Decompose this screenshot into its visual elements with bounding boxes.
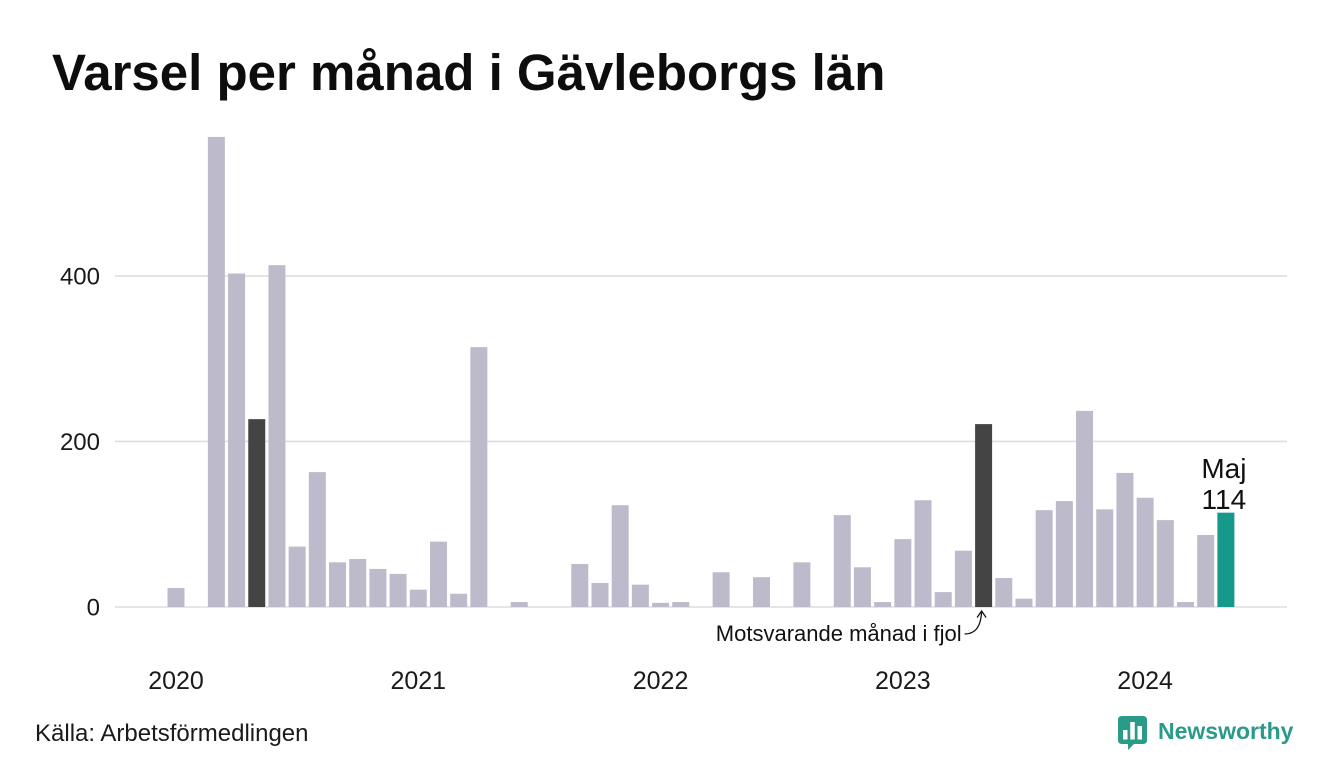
bar: [389, 573, 407, 607]
bar: [1116, 472, 1134, 607]
logo-bar: [1130, 722, 1135, 740]
bar: [1015, 598, 1033, 607]
bar: [934, 592, 952, 607]
bar: [429, 541, 447, 607]
bar: [611, 505, 629, 607]
bars: [167, 136, 1235, 607]
bar: [470, 347, 488, 607]
annotation-arrow: [964, 611, 983, 635]
brand-logo: Newsworthy: [1118, 716, 1294, 750]
bar: [1197, 535, 1215, 607]
bar: [571, 563, 589, 607]
bar: [167, 587, 185, 607]
annotation-arrowhead: [976, 609, 987, 618]
latest-value-label: 114: [1202, 484, 1247, 515]
y-tick-label: 0: [87, 595, 100, 622]
bar: [329, 562, 347, 607]
bar: [510, 602, 528, 607]
x-tick-label: 2024: [1117, 667, 1173, 695]
bar: [1136, 497, 1154, 607]
y-tick-label: 200: [60, 429, 100, 456]
logo-bar: [1123, 730, 1128, 740]
bar: [1076, 410, 1094, 607]
bar: [248, 419, 266, 607]
bar: [853, 567, 871, 607]
x-tick-label: 2023: [875, 667, 931, 695]
bar: [954, 550, 972, 607]
bar: [833, 515, 851, 607]
bar: [308, 472, 326, 607]
bar: [369, 568, 387, 607]
source-note: Källa: Arbetsförmedlingen: [35, 720, 309, 747]
bar: [1156, 520, 1174, 607]
bar: [207, 136, 225, 607]
bar: [1177, 602, 1194, 607]
bar: [450, 593, 468, 607]
chart-title: Varsel per månad i Gävleborgs län: [52, 44, 885, 101]
bar: [652, 602, 670, 607]
x-tick-label: 2020: [148, 667, 204, 695]
bar: [894, 539, 912, 607]
y-tick-label: 400: [60, 263, 100, 290]
bar: [1035, 510, 1053, 607]
bar: [874, 602, 892, 607]
bar: [712, 572, 730, 607]
logo-bar: [1137, 726, 1142, 740]
x-tick-label: 2022: [633, 667, 689, 695]
annotation-label: Motsvarande månad i fjol: [716, 621, 962, 646]
latest-month-label: Maj: [1201, 453, 1246, 484]
bar: [1217, 512, 1235, 607]
brand-name: Newsworthy: [1158, 718, 1294, 744]
bar: [288, 546, 306, 607]
bar: [409, 589, 427, 607]
bar: [591, 583, 609, 607]
bar: [1055, 501, 1073, 607]
x-axis: 2020 2021 2022 2023 2024: [148, 667, 1173, 695]
bar: [793, 562, 811, 607]
bar: [268, 265, 286, 607]
bar: [1096, 509, 1114, 607]
bar: [995, 578, 1013, 607]
bar: [672, 602, 690, 607]
bar: [228, 273, 246, 607]
bar: [349, 559, 367, 607]
bar: [753, 577, 771, 607]
x-tick-label: 2021: [390, 667, 446, 695]
y-axis: 0 200 400: [60, 263, 100, 621]
bar: [914, 500, 932, 607]
bar: [631, 584, 649, 607]
bar: [975, 424, 993, 607]
newsworthy-logo-icon: [1118, 716, 1147, 750]
